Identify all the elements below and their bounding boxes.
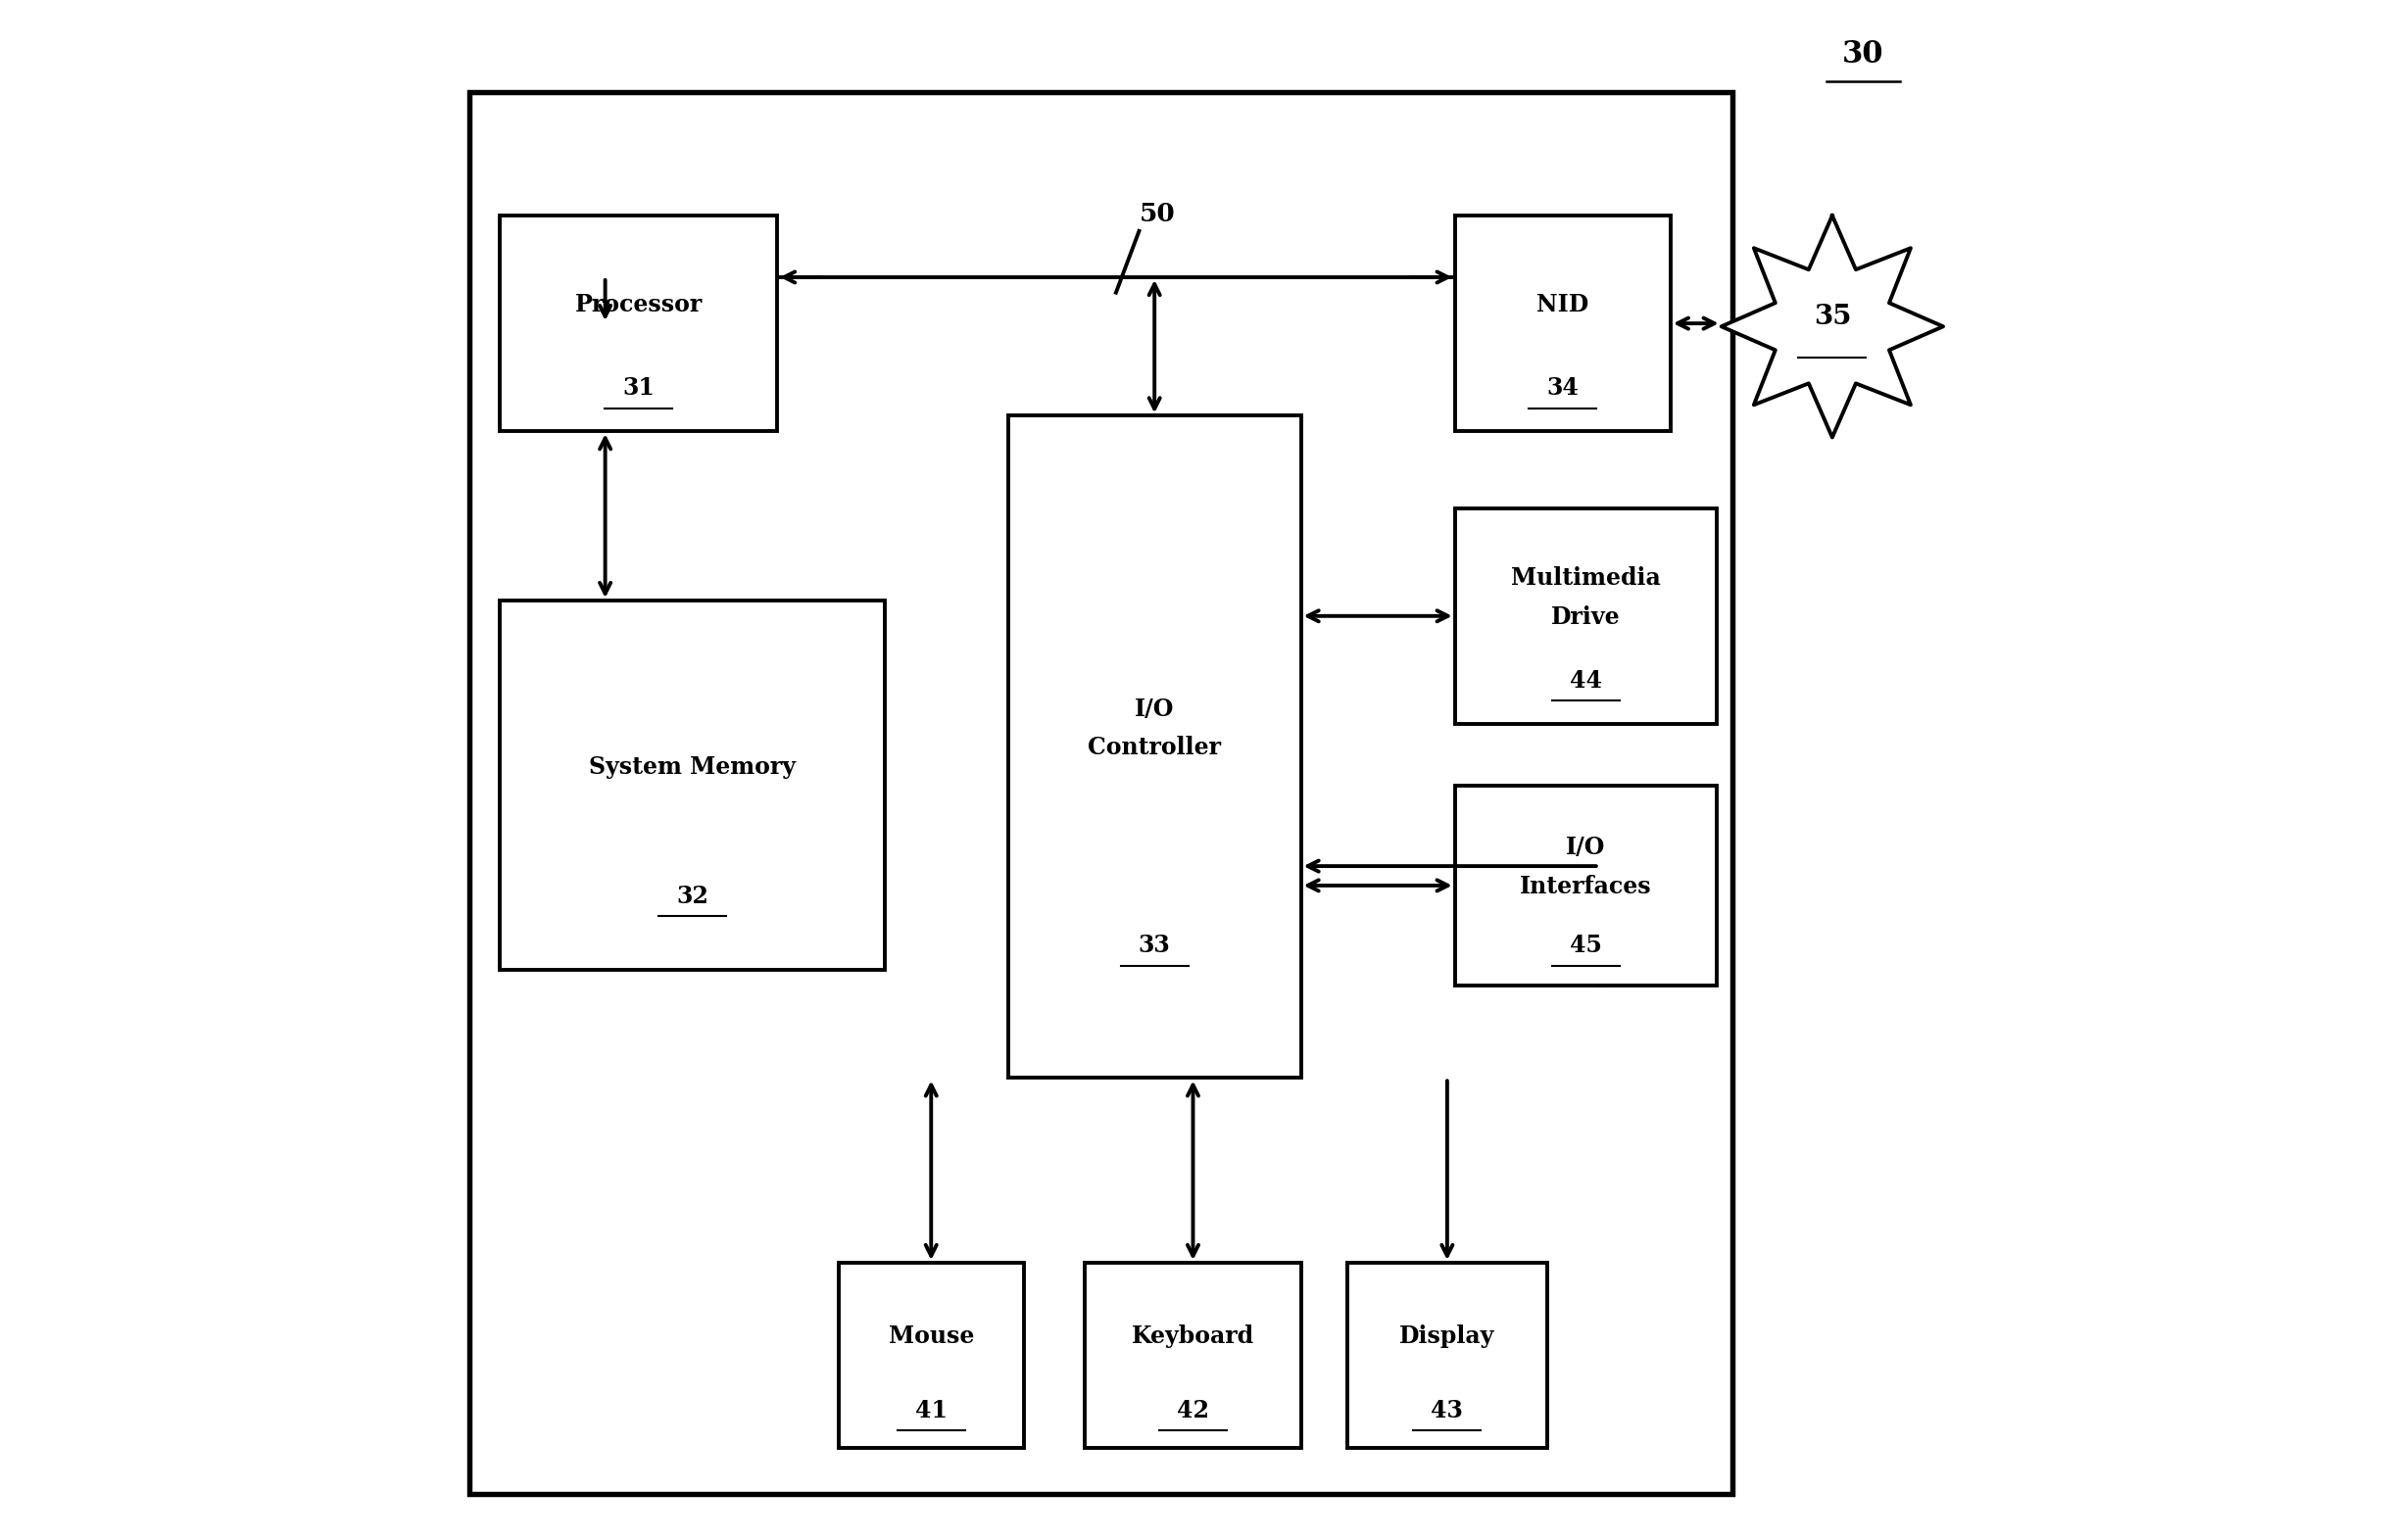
Polygon shape [1720, 216, 1942, 437]
Text: Keyboard: Keyboard [1131, 1324, 1255, 1349]
Text: 35: 35 [1813, 303, 1852, 331]
Text: 43: 43 [1432, 1398, 1463, 1423]
Text: 41: 41 [914, 1398, 947, 1423]
Text: Mouse: Mouse [888, 1324, 973, 1349]
Text: 31: 31 [623, 376, 654, 400]
Text: NID: NID [1537, 293, 1589, 317]
Text: Controller: Controller [1088, 736, 1222, 759]
Text: 34: 34 [1546, 376, 1580, 400]
Bar [1086, 1263, 1300, 1448]
Text: I/O: I/O [1565, 836, 1606, 859]
Bar [470, 92, 1732, 1494]
Text: I/O: I/O [1136, 698, 1174, 721]
Text: Display: Display [1401, 1324, 1496, 1349]
Text: 32: 32 [675, 884, 709, 909]
Text: Multimedia: Multimedia [1510, 567, 1661, 590]
Text: 30: 30 [1842, 39, 1885, 69]
Text: Drive: Drive [1551, 605, 1620, 628]
Text: Interfaces: Interfaces [1520, 875, 1651, 898]
Bar [1455, 216, 1670, 431]
Text: 33: 33 [1138, 933, 1172, 958]
Text: System Memory: System Memory [589, 755, 797, 779]
Bar [1348, 1263, 1546, 1448]
Bar [499, 216, 778, 431]
Text: 42: 42 [1176, 1398, 1210, 1423]
Bar [1455, 785, 1716, 986]
Bar [840, 1263, 1024, 1448]
Text: 44: 44 [1570, 668, 1601, 693]
Text: 45: 45 [1570, 933, 1601, 958]
Text: 50: 50 [1138, 202, 1174, 226]
Bar [1455, 508, 1716, 724]
Bar [499, 601, 885, 970]
Text: Processor: Processor [575, 293, 701, 317]
Bar [1009, 416, 1300, 1078]
